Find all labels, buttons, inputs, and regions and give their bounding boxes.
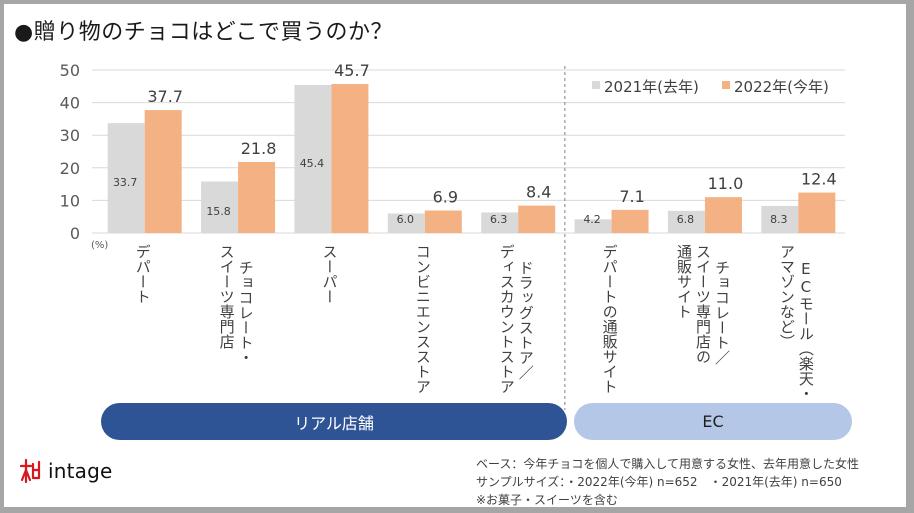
y-tick-label: 40 <box>60 94 80 113</box>
bar-2022 <box>144 110 182 233</box>
data-label-2022: 7.1 <box>619 187 644 206</box>
footnote-sample-size: サンプルサイズ：・2022年(今年) n=652 ・2021年(去年) n=65… <box>476 475 842 489</box>
data-label-2021: 15.8 <box>206 205 231 218</box>
group-label-ec: EC <box>574 403 852 440</box>
bar-2021 <box>294 84 332 233</box>
data-label-2022: 37.7 <box>147 87 183 106</box>
category-label: デパート <box>134 244 152 304</box>
y-tick-label: 50 <box>60 61 80 80</box>
data-label-2022: 45.7 <box>334 61 370 80</box>
data-label-2022: 11.0 <box>708 174 744 193</box>
category-label: アマゾンなど） <box>778 244 796 349</box>
data-label-2021: 45.4 <box>300 157 325 170</box>
category-label: ECモール（楽天・ <box>797 260 815 401</box>
footnote-base: ベース：今年チョコを個人で購入して用意する女性、去年用意した女性 <box>476 457 860 471</box>
bar-2022 <box>331 84 369 233</box>
category-label: チョコレート・ <box>237 260 255 365</box>
bar-2021 <box>107 123 145 233</box>
data-label-2021: 6.0 <box>397 213 415 226</box>
data-label-2021: 4.2 <box>583 213 601 226</box>
bar-2022 <box>611 209 649 233</box>
bar-2022 <box>518 205 556 233</box>
bar-2021 <box>201 181 239 233</box>
data-label-2022: 12.4 <box>801 170 837 189</box>
bar-2022 <box>424 210 462 233</box>
group-label-real-stores: リアル店舗 <box>101 403 567 440</box>
y-tick-label: 30 <box>60 126 80 145</box>
legend-label-2021: 2021年(去年) <box>604 78 699 96</box>
y-tick-label: 20 <box>60 159 80 178</box>
data-label-2021: 6.8 <box>677 213 695 226</box>
category-label: スイーツ専門店の <box>694 244 712 364</box>
chart-title: ●贈り物のチョコはどこで買うのか？ <box>14 20 394 45</box>
category-label: スーパー <box>320 244 338 304</box>
footnotes: ベース：今年チョコを個人で購入して用意する女性、去年用意した女性 サンプルサイズ… <box>476 455 859 509</box>
category-label: 通販サイト <box>675 244 693 319</box>
category-label: デパートの通販サイト <box>601 244 619 394</box>
data-label-2021: 8.3 <box>770 213 788 226</box>
data-label-2022: 8.4 <box>526 183 551 202</box>
bar-2021 <box>761 205 799 233</box>
legend-swatch-2022 <box>722 81 730 89</box>
bar-2021 <box>387 213 425 233</box>
category-label: チョコレート／ <box>713 260 731 365</box>
category-label: スイーツ専門店 <box>218 244 236 349</box>
intage-logo-mark-icon <box>20 458 41 484</box>
data-label-2021: 33.7 <box>113 176 138 189</box>
legend-swatch-2021 <box>592 81 600 89</box>
y-axis-unit-label: (%) <box>91 240 108 251</box>
bar-2022 <box>798 192 836 233</box>
category-label: コンビニエンスストア <box>414 244 432 394</box>
data-label-2022: 21.8 <box>241 139 277 158</box>
intage-logo: intage <box>20 458 113 484</box>
intage-logo-text: intage <box>48 459 113 483</box>
group-label-real-stores-text: リアル店舗 <box>294 413 374 433</box>
footnote-scope: ※お菓子・スイーツを含む <box>476 493 618 507</box>
category-label: ドラッグストア／ <box>517 260 535 380</box>
data-label-2021: 6.3 <box>490 213 508 226</box>
bar-2022 <box>238 161 276 233</box>
category-label: ディスカウントストア <box>498 244 516 394</box>
legend-label-2022: 2022年(今年) <box>734 78 829 96</box>
bar-2022 <box>704 197 742 233</box>
y-tick-label: 10 <box>60 191 80 210</box>
bar-2021 <box>667 210 705 233</box>
y-tick-label: 0 <box>70 224 80 243</box>
bar-2021 <box>574 219 612 233</box>
data-label-2022: 6.9 <box>433 188 458 207</box>
group-label-ec-text: EC <box>702 412 724 431</box>
bar-2021 <box>481 212 519 233</box>
